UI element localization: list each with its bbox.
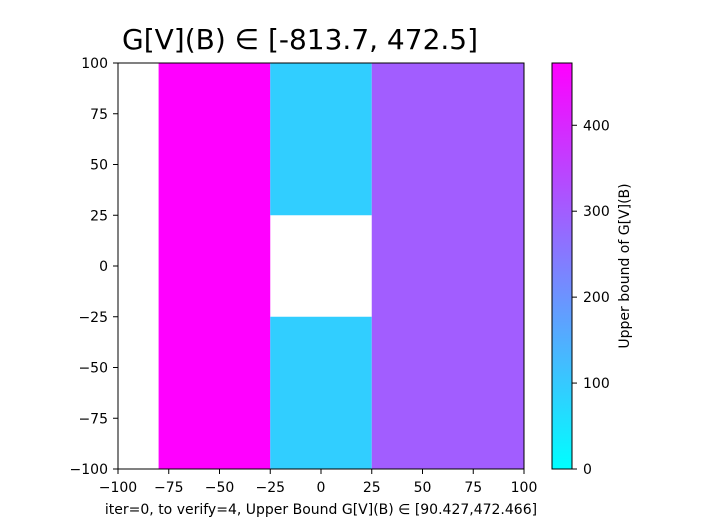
colorbar-label: Upper bound of G[V](B) xyxy=(617,183,633,348)
y-tick-label: −25 xyxy=(78,310,108,326)
x-tick-label: 0 xyxy=(317,480,326,496)
chart-title: G[V](B) ∈ [-813.7, 472.5] xyxy=(122,23,478,56)
y-tick-label: 25 xyxy=(90,208,108,224)
x-tick-label: 100 xyxy=(511,480,538,496)
colorbar: 0 100 200 300 400 xyxy=(551,62,610,478)
x-tick-label: −100 xyxy=(99,480,137,496)
colorbar-tick-label: 100 xyxy=(583,376,610,392)
y-tick-label: −50 xyxy=(78,361,108,377)
y-tick-label: 100 xyxy=(81,56,108,72)
y-tick-label: 75 xyxy=(90,107,108,123)
plot-area: −100 −75 −50 −25 0 25 50 75 100 100 75 50 25 0 −25 −50 −… xyxy=(70,56,538,496)
y-tick-label: −75 xyxy=(78,411,108,427)
heatmap-cell xyxy=(158,63,271,469)
x-tick-label: 50 xyxy=(414,480,432,496)
y-tick-label: 50 xyxy=(90,158,108,174)
colorbar-tick-label: 200 xyxy=(583,290,610,306)
x-tick-label: 75 xyxy=(464,480,482,496)
colorbar-tick-label: 300 xyxy=(583,204,610,220)
x-axis-label: iter=0, to verify=4, Upper Bound G[V](B)… xyxy=(105,502,537,518)
colorbar-tick-label: 400 xyxy=(583,118,610,134)
heatmap-cell xyxy=(270,316,372,469)
heatmap-cell xyxy=(371,63,524,469)
colorbar-tick-label: 0 xyxy=(583,462,592,478)
y-tick-label: −100 xyxy=(70,462,108,478)
heatmap-cell xyxy=(270,63,372,216)
x-tick-label: −25 xyxy=(255,480,285,496)
x-tick-label: −50 xyxy=(205,480,235,496)
x-tick-label: 25 xyxy=(363,480,381,496)
colorbar-gradient xyxy=(551,62,573,470)
y-tick-label: 0 xyxy=(99,259,108,275)
x-tick-label: −75 xyxy=(154,480,184,496)
